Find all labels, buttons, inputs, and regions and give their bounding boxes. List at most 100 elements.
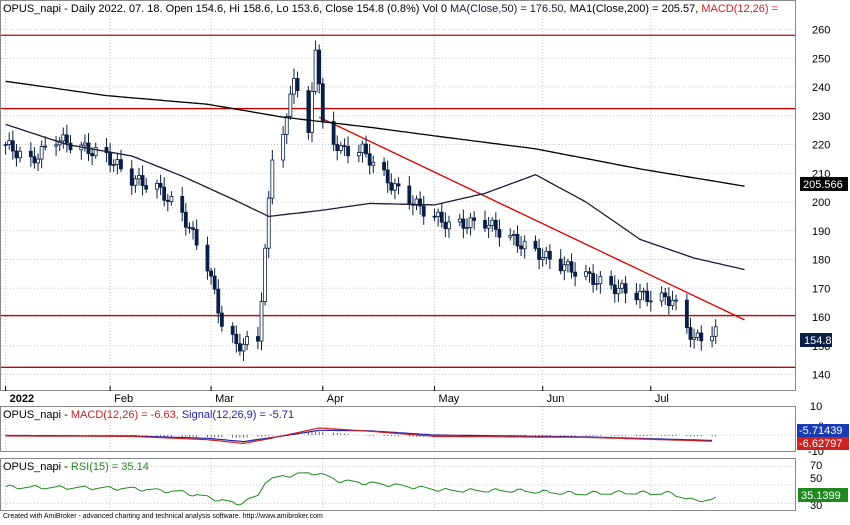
candle-body	[371, 161, 376, 166]
macd-header-symbol: OPUS_napi	[3, 409, 61, 421]
rsi-line	[5, 472, 716, 506]
price-header: OPUS_napi - Daily 2022. 07. 18. Open 154…	[3, 3, 778, 15]
candle-body	[594, 283, 599, 286]
price-header-macd: MACD(12,26) =	[701, 3, 778, 15]
candle-body	[447, 221, 451, 230]
candle-body	[522, 240, 527, 250]
candle-body	[3, 144, 8, 146]
candle-body	[165, 199, 170, 202]
candle-body	[338, 145, 343, 151]
candle-body	[414, 198, 419, 206]
candle-body	[187, 226, 192, 229]
candle-body	[18, 150, 22, 159]
candle-body	[515, 234, 520, 247]
candle-body	[612, 284, 617, 295]
macd-tick-10: 10	[810, 401, 822, 413]
candle-body	[490, 219, 495, 226]
candle-body	[310, 91, 314, 133]
month-label: 2022	[10, 393, 34, 405]
candle-body	[364, 143, 368, 155]
candle-body	[191, 227, 195, 230]
candle-body	[7, 140, 12, 145]
candle-body	[295, 78, 300, 92]
candle-body	[566, 261, 570, 266]
rsi-tick-70: 70	[810, 460, 822, 472]
candle-body	[237, 343, 242, 352]
price-header-ohlc: - Daily 2022. 07. 18. Open 154.6, Hi 158…	[61, 3, 450, 15]
candle-body	[609, 276, 614, 286]
candle-body	[634, 292, 639, 301]
candle-body	[36, 158, 40, 164]
candle-body	[587, 271, 592, 274]
candle-body	[392, 183, 397, 191]
candle-body	[472, 217, 477, 221]
candle-body	[461, 218, 466, 229]
ma50-line	[5, 123, 745, 271]
signal-value-label: -5.71439	[799, 425, 842, 437]
candle-body	[537, 248, 541, 260]
candle-body	[313, 49, 318, 92]
candle-body	[32, 156, 37, 164]
candle-body	[288, 93, 293, 117]
candle-body	[104, 147, 109, 154]
candle-body	[382, 161, 386, 171]
ma200-value-label: 205.566	[803, 179, 843, 191]
candle-body	[385, 169, 390, 184]
candle-body	[317, 49, 322, 85]
candle-body	[346, 146, 350, 157]
candle-body	[144, 185, 149, 190]
price-ytick-label: 260	[812, 25, 830, 37]
candle-body	[205, 244, 210, 272]
candle-body	[93, 147, 98, 157]
candle-body	[270, 159, 275, 199]
candle-body	[367, 153, 372, 166]
candle-body	[533, 240, 538, 249]
macd-line	[5, 427, 713, 445]
candle-body	[511, 234, 516, 236]
candle-body	[692, 337, 696, 340]
trendline-group	[318, 116, 745, 321]
rsi-header-rsi: RSI(15) = 35.14	[71, 461, 149, 473]
candle-body	[292, 78, 296, 95]
candle-body	[194, 229, 199, 246]
rsi-tick-50: 50	[810, 473, 822, 485]
candle-body	[259, 301, 264, 342]
candle-body	[544, 250, 549, 259]
candle-body	[421, 205, 426, 217]
candle-body	[432, 215, 437, 218]
candle-body	[241, 343, 246, 352]
rsi-header-dash: -	[61, 461, 71, 473]
candle-body	[436, 211, 441, 217]
rsi-path	[5, 472, 716, 506]
candle-body	[663, 292, 668, 298]
price-ytick-label: 240	[812, 82, 830, 94]
candle-body	[695, 332, 700, 338]
price-yaxis-ticks: 140150160170180190200210220230240250260	[812, 25, 830, 382]
macd-value-label: -6.62797	[799, 438, 842, 450]
candle-body	[263, 247, 268, 302]
candle-body	[180, 196, 185, 213]
candle-body	[155, 182, 159, 190]
macd-panel-frame	[0, 406, 796, 452]
price-ytick-label: 170	[812, 283, 830, 295]
candle-body	[39, 146, 44, 160]
candle-body	[169, 196, 174, 202]
last-price-label: 154.8	[804, 335, 832, 347]
macd-header-dash: -	[61, 409, 71, 421]
macd-header-macd: MACD(12,26) = -6.63,	[71, 409, 182, 421]
candle-body	[641, 290, 646, 293]
candle-body	[684, 299, 689, 329]
candle-body	[519, 245, 523, 250]
candle-body	[389, 182, 394, 191]
rsi-header-symbol: OPUS_napi	[3, 461, 61, 473]
candle-body	[508, 235, 513, 238]
candle-body	[584, 271, 588, 277]
price-ytick-label: 140	[812, 370, 830, 382]
candle-body	[83, 142, 87, 146]
candle-body	[216, 288, 221, 314]
candle-body	[209, 270, 213, 277]
candle-body	[61, 134, 66, 142]
month-label: Jul	[655, 393, 669, 405]
month-label: Feb	[114, 393, 133, 405]
candle-body	[133, 178, 138, 186]
